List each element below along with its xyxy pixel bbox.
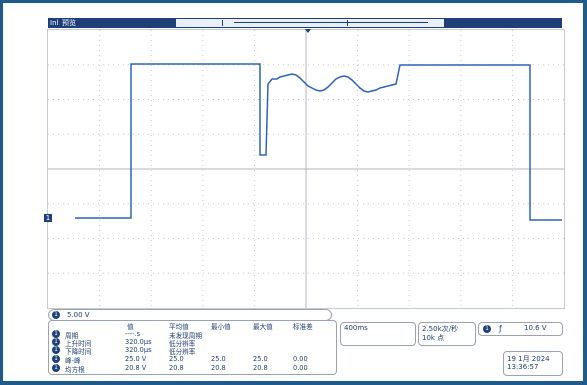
row-max: 20.8 [253,364,268,372]
row-name: 下降时间 [65,348,92,356]
row-mean: 未发现周期 [169,332,202,340]
trigger-source-badge: 1 [483,325,491,333]
hdr-mean: 平均值 [169,323,189,331]
ch1-ground-marker[interactable]: 1 [44,214,52,222]
hdr-std: 标准差 [293,323,313,331]
row-value: 20.8 V [125,364,147,372]
record-points: 10k 点 [422,334,445,342]
record-line [234,22,428,23]
row-value: 320.0µs [125,338,152,346]
measurement-header: 值 平均值 最小值 最大值 标准差 [49,321,336,331]
mode-icon: Inl [50,19,59,27]
row-name: 均方根 [65,366,85,374]
row-max: 25.0 [253,355,268,363]
row-mean: 25.0 [169,355,184,363]
row-name: 上升时间 [65,340,92,348]
trigger-slope-icon: ƒ [499,324,502,333]
timebase-box[interactable]: 400ms [340,322,416,346]
measurement-panel: 值 平均值 最小值 最大值 标准差 1 周期 ----.s 未发现周期 1 上升… [48,320,337,375]
row-mean: 20.8 [169,364,184,372]
timebase-value: 400ms [344,324,368,332]
row-std: 0.00 [293,355,308,363]
row-badge: 1 [52,346,60,354]
row-value: ----.s [125,330,141,338]
ch1-trace [75,63,562,221]
row-min: 25.0 [211,355,226,363]
hdr-min: 最小值 [211,323,231,331]
measurement-row: 1 下降时间 320.0µs 低分辨率 [49,346,336,356]
trigger-level: 10.6 V [524,324,547,332]
trigger-box[interactable]: 1 ƒ 10.6 V [478,322,563,336]
row-value: 320.0µs [125,346,152,354]
measurement-row: 1 均方根 20.8 V 20.8 20.8 20.8 0.00 [49,364,336,374]
center-axes [48,30,564,308]
ch1-scale: 5.00 V [67,311,90,319]
sample-rate-box[interactable]: 2.50k次/秒 10k 点 [418,322,476,346]
row-name: 周期 [65,332,79,340]
row-min: 20.8 [211,364,226,372]
trigger-position-marker[interactable] [305,29,311,33]
mode-label: 预览 [62,19,76,27]
measurement-row: 1 峰-峰 25.0 V 25.0 25.0 25.0 0.00 [49,355,336,365]
measurement-row: 1 上升时间 320.0µs 低分辨率 [49,338,336,348]
record-window [222,20,348,26]
ch1-badge: 1 [52,311,60,319]
datetime-box: 19 1月 2024 13:36:57 [503,351,563,376]
date-text: 19 1月 2024 [507,355,550,363]
waveform-svg [48,30,564,308]
sample-rate: 2.50k次/秒 [422,325,458,333]
row-mean: 低分辨率 [169,340,196,348]
row-std: 0.00 [293,364,308,372]
row-badge: 1 [52,330,60,338]
row-badge: 1 [52,355,60,363]
row-value: 25.0 V [125,355,147,363]
waveform-display[interactable] [47,29,565,309]
hdr-value: 值 [127,323,134,331]
record-overview [176,19,444,27]
row-badge: 1 [52,338,60,346]
measurement-row: 1 周期 ----.s 未发现周期 [49,330,336,340]
row-mean: 低分辨率 [169,348,196,356]
hdr-max: 最大值 [253,323,273,331]
top-status-bar: Inl 预览 [48,18,562,28]
time-text: 13:36:57 [507,363,539,371]
row-badge: 1 [52,364,60,372]
row-name: 峰-峰 [65,357,81,365]
